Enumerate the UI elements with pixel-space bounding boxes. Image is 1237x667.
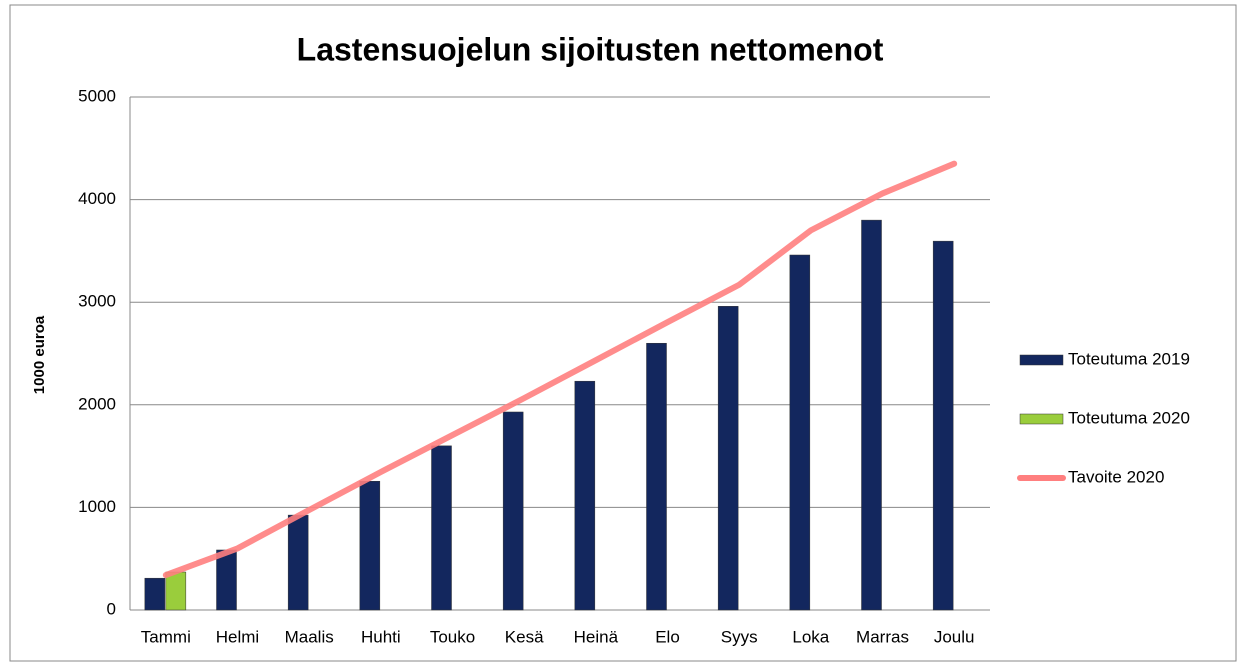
bar (216, 549, 237, 611)
legend-swatch (1019, 413, 1064, 425)
bar (165, 571, 187, 611)
bar (717, 306, 739, 611)
chart-title: Lastensuojelun sijoitusten nettomenot (297, 31, 884, 67)
x-tick-label: Huhti (361, 627, 401, 646)
x-tick-label: Kesä (505, 627, 544, 646)
bar (932, 240, 954, 611)
y-tick-label: 3000 (78, 292, 116, 311)
bar (789, 254, 811, 611)
chart-frame (9, 4, 1237, 662)
y-tick-label: 2000 (78, 394, 116, 413)
y-tick-label: 1000 (78, 497, 116, 516)
x-tick-label: Tammi (141, 627, 191, 646)
legend-swatch (1019, 354, 1064, 366)
bar (144, 577, 166, 611)
x-tick-label: Syys (721, 627, 758, 646)
y-axis-label: 1000 euroa (31, 315, 48, 394)
x-tick-label: Helmi (216, 627, 259, 646)
bar (359, 480, 381, 611)
legend-label: Toteutuma 2019 (1068, 349, 1190, 368)
bar (646, 342, 667, 611)
bar (287, 514, 309, 611)
legend-label: Tavoite 2020 (1068, 467, 1164, 486)
y-tick-label: 5000 (78, 86, 116, 105)
bar (574, 380, 596, 611)
x-tick-label: Marras (856, 627, 909, 646)
y-tick-label: 4000 (78, 189, 116, 208)
bar (502, 411, 524, 611)
x-tick-label: Heinä (574, 627, 619, 646)
line (162, 160, 958, 579)
bar (861, 219, 882, 611)
bar (431, 445, 452, 611)
x-tick-label: Joulu (934, 627, 975, 646)
legend-label: Toteutuma 2020 (1068, 408, 1190, 427)
x-tick-label: Touko (430, 627, 475, 646)
x-tick-label: Elo (655, 627, 680, 646)
x-tick-label: Maalis (285, 627, 334, 646)
x-tick-label: Loka (792, 627, 829, 646)
y-tick-label: 0 (107, 599, 116, 618)
